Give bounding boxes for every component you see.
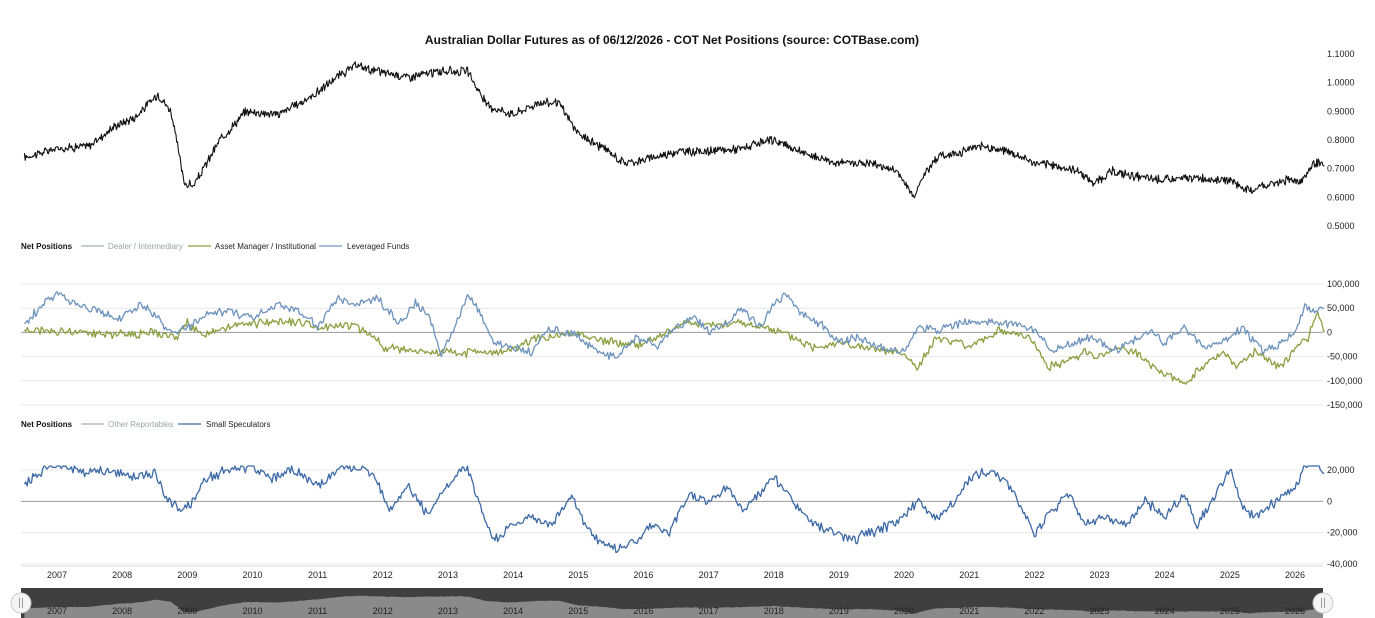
series-line-leveraged-funds — [23, 291, 1325, 360]
chart-title: Australian Dollar Futures as of 06/12/20… — [425, 33, 919, 47]
x-tick-label: 2019 — [829, 570, 849, 580]
navigator-year-label: 2013 — [438, 606, 458, 616]
x-tick-label: 2026 — [1285, 570, 1305, 580]
y-tick-label: 0.6000 — [1327, 192, 1355, 202]
series-line-small-speculators — [23, 465, 1325, 554]
y-tick-label: 0.5000 — [1327, 221, 1355, 231]
navigator-year-label: 2007 — [47, 606, 67, 616]
x-tick-label: 2020 — [894, 570, 914, 580]
navigator-year-label: 2008 — [112, 606, 132, 616]
x-tick-label: 2008 — [112, 570, 132, 580]
y-tick-label: 1.1000 — [1327, 49, 1355, 59]
y-tick-label: -50,000 — [1327, 352, 1358, 362]
legend-title: Net Positions — [21, 242, 73, 251]
legend-item-small-speculators[interactable]: Small Speculators — [206, 420, 270, 429]
x-tick-label: 2024 — [1155, 570, 1175, 580]
institutional-panel: 100,000 50,000 0 -50,000 -100,000 -150,000 — [21, 279, 1363, 410]
y-tick-label: -150,000 — [1327, 400, 1363, 410]
x-tick-label: 2022 — [1024, 570, 1044, 580]
legend-title: Net Positions — [21, 420, 73, 429]
x-tick-label: 2009 — [177, 570, 197, 580]
navigator-year-label: 2020 — [894, 606, 914, 616]
navigator-year-label: 2011 — [308, 606, 327, 616]
x-tick-label: 2014 — [503, 570, 523, 580]
navigator-year-label: 2019 — [829, 606, 849, 616]
navigator-year-label: 2012 — [373, 606, 393, 616]
handle-circle[interactable] — [10, 592, 32, 614]
series-line-price — [23, 61, 1325, 199]
y-tick-label: 0 — [1327, 496, 1332, 506]
x-tick-label: 2015 — [568, 570, 588, 580]
series-line-asset-manager-institutional — [23, 311, 1325, 385]
x-tick-label: 2007 — [47, 570, 67, 580]
x-tick-label: 2017 — [699, 570, 719, 580]
navigator-year-label: 2014 — [503, 606, 523, 616]
legend-item-leveraged-funds[interactable]: Leveraged Funds — [347, 242, 409, 251]
navigator-year-label: 2022 — [1024, 606, 1044, 616]
navigator-year-label: 2009 — [177, 606, 197, 616]
x-axis: 2007 2008 2009 2010 2011 2012 2013 2014 2015 2016… — [21, 565, 1323, 580]
navigator-year-label: 2015 — [568, 606, 588, 616]
legend-institutional: Net Positions Dealer / Intermediary Asse… — [21, 242, 409, 251]
x-tick-label: 2023 — [1090, 570, 1110, 580]
x-tick-label: 2025 — [1220, 570, 1240, 580]
y-tick-label: 50,000 — [1327, 303, 1355, 313]
y-tick-label: 100,000 — [1327, 279, 1360, 289]
y-tick-label: 0.8000 — [1327, 135, 1355, 145]
navigator-year-label: 2023 — [1090, 606, 1110, 616]
x-tick-label: 2012 — [373, 570, 393, 580]
navigator-year-label: 2018 — [764, 606, 784, 616]
x-tick-label: 2010 — [242, 570, 262, 580]
navigator-year-label: 2025 — [1220, 606, 1240, 616]
x-tick-label: 2016 — [633, 570, 653, 580]
navigator-area — [24, 595, 1323, 618]
handle-circle[interactable] — [1312, 592, 1334, 614]
price-panel: 1.1000 1.0000 0.9000 0.8000 0.7000 0.6000 0.50… — [23, 49, 1355, 231]
legend-item-asset-manager[interactable]: Asset Manager / Institutional — [215, 242, 316, 251]
speculators-panel: 20,000 0 -20,000 -40,000 — [21, 465, 1358, 569]
y-tick-label: -40,000 — [1327, 559, 1358, 569]
navigator-year-label: 2021 — [959, 606, 979, 616]
x-tick-label: 2013 — [438, 570, 458, 580]
navigator-year-label: 2026 — [1285, 606, 1305, 616]
navigator-right-handle[interactable] — [1312, 592, 1334, 614]
x-tick-label: 2021 — [959, 570, 979, 580]
y-tick-label: 20,000 — [1327, 465, 1355, 475]
y-tick-label: 0 — [1327, 327, 1332, 337]
y-tick-label: 0.7000 — [1327, 164, 1355, 174]
handle-grip-icon — [19, 598, 23, 608]
navigator[interactable]: 2007 2008 2009 2010 2011 2012 2013 2014 2015 2016… — [10, 588, 1334, 618]
legend-speculators: Net Positions Other Reportables Small Sp… — [21, 420, 270, 429]
y-tick-label: -100,000 — [1327, 376, 1363, 386]
x-tick-label: 2018 — [764, 570, 784, 580]
y-tick-label: 0.9000 — [1327, 106, 1355, 116]
navigator-year-label: 2010 — [242, 606, 262, 616]
legend-item-dealer[interactable]: Dealer / Intermediary — [108, 242, 183, 251]
navigator-year-label: 2024 — [1155, 606, 1175, 616]
y-tick-label: 1.0000 — [1327, 78, 1355, 88]
x-tick-label: 2011 — [308, 570, 327, 580]
handle-grip-icon — [1321, 598, 1325, 608]
y-tick-label: -20,000 — [1327, 528, 1358, 538]
legend-item-other-reportables[interactable]: Other Reportables — [108, 420, 173, 429]
navigator-left-handle[interactable] — [10, 592, 32, 614]
navigator-year-label: 2016 — [633, 606, 653, 616]
navigator-year-label: 2017 — [699, 606, 719, 616]
